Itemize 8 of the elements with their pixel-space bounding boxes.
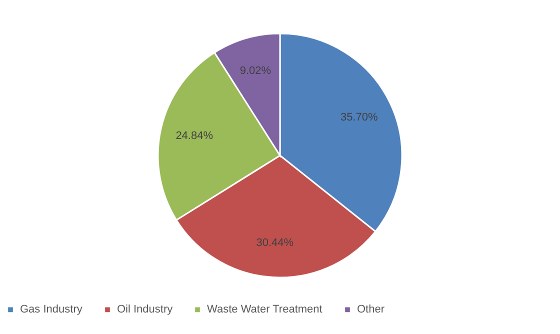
- legend-label: Other: [357, 304, 385, 316]
- legend-label: Waste Water Treatment: [207, 304, 322, 316]
- data-label: 9.02%: [240, 65, 272, 78]
- data-label: 24.84%: [176, 130, 214, 142]
- data-label: 35.70%: [340, 111, 378, 124]
- legend-label: Gas Industry: [20, 304, 83, 316]
- data-label: 30.44%: [256, 237, 294, 250]
- legend-label: Oil Industry: [117, 304, 174, 316]
